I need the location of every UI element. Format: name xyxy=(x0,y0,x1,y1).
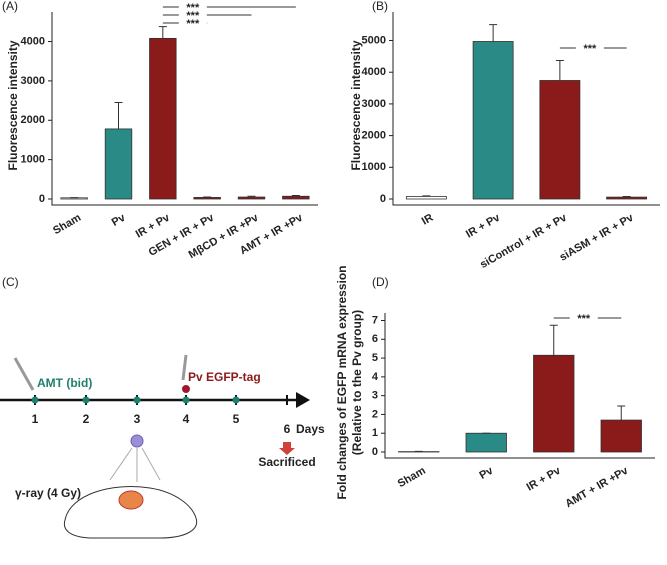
bar xyxy=(465,432,507,453)
y-tick-label: 3000 xyxy=(21,75,45,87)
y-tick-label: 4 xyxy=(372,371,379,383)
y-axis-title: Fold changes of EGFP mRNA expression xyxy=(335,265,349,499)
y-axis-title: (Relative to the Pv group) xyxy=(350,310,364,455)
error-bar xyxy=(622,195,631,198)
bar xyxy=(533,354,575,453)
day-label: 2 xyxy=(83,412,90,426)
x-tick-label: Pv xyxy=(478,464,496,482)
y-tick-label: 5000 xyxy=(362,34,386,46)
error-bar xyxy=(247,195,256,198)
day-dot xyxy=(82,396,90,404)
y-tick-label: 2 xyxy=(372,408,378,420)
bar xyxy=(539,80,581,200)
injection-dot xyxy=(182,385,190,393)
error-bar xyxy=(291,194,300,197)
bar xyxy=(600,419,642,453)
y-tick-label: 0 xyxy=(39,193,45,205)
end-label: Sacrificed xyxy=(258,455,315,469)
significance-label: *** xyxy=(583,43,597,55)
y-tick-label: 7 xyxy=(372,314,378,326)
panel-label: (B) xyxy=(372,0,388,13)
error-bar xyxy=(422,195,431,197)
y-axis-title: Fluorescence intensity xyxy=(6,40,20,170)
y-tick-label: 2000 xyxy=(362,130,386,142)
y-tick-label: 4000 xyxy=(21,35,45,47)
bar xyxy=(405,196,447,200)
y-tick-label: 0 xyxy=(380,193,386,205)
unit-label: Days xyxy=(296,422,325,436)
axis-arrow xyxy=(296,392,310,408)
timeline-panel: (C) AMT (bid) Pv EGFP-tag Days Sacrifice… xyxy=(0,275,325,539)
tumor xyxy=(118,490,144,510)
error-bar xyxy=(617,405,626,421)
y-tick-label: 6 xyxy=(372,333,378,345)
y-tick-label: 3000 xyxy=(362,98,386,110)
day-dot xyxy=(31,396,39,404)
radiation-label: γ-ray (4 Gy) xyxy=(15,486,81,500)
y-tick-label: 5 xyxy=(372,352,378,364)
syringe xyxy=(13,354,188,391)
bar xyxy=(282,195,310,200)
radiation-beam xyxy=(109,447,161,482)
bar xyxy=(149,37,177,200)
day-dot xyxy=(133,396,141,404)
significance-label: *** xyxy=(186,2,200,14)
y-tick-label: 2000 xyxy=(21,114,45,126)
end-arrow xyxy=(279,442,295,455)
day-dot xyxy=(232,396,240,404)
y-tick-label: 0 xyxy=(372,446,378,458)
x-tick-label: Pv xyxy=(110,211,128,229)
significance-label: *** xyxy=(186,18,200,30)
x-tick-label: IR xyxy=(420,212,436,228)
axis xyxy=(384,313,655,459)
bar xyxy=(606,196,648,200)
chart-panel: (A) Fluorescence intensity 0 1000 2000 3000 40… xyxy=(2,0,318,261)
y-tick-label: 3 xyxy=(372,390,378,402)
drug-label: AMT (bid) xyxy=(37,376,92,390)
bar xyxy=(104,128,133,200)
day-label: 6 xyxy=(284,422,291,436)
x-tick-label: AMT + IR +Pv xyxy=(563,464,631,510)
radiation-source xyxy=(130,434,144,448)
chart-panel: (D) Fold changes of EGFP mRNA expression(… xyxy=(335,265,655,510)
error-bar xyxy=(158,26,167,39)
y-tick-label: 1000 xyxy=(362,161,386,173)
y-tick-label: 4000 xyxy=(362,66,386,78)
panel-label: (A) xyxy=(2,0,18,13)
significance-label: *** xyxy=(577,313,591,325)
x-tick-label: IR + Pv xyxy=(464,211,503,240)
y-axis-title: Fluorescence intensity xyxy=(349,40,363,170)
error-bar xyxy=(555,59,564,81)
mouse xyxy=(63,486,198,539)
bar xyxy=(472,41,514,200)
error-bar xyxy=(549,324,558,356)
axis xyxy=(392,12,660,206)
tag-label: Pv EGFP-tag xyxy=(188,370,261,384)
x-tick-label: IR + Pv xyxy=(525,464,564,493)
panel-label: (D) xyxy=(372,275,389,289)
panel-label: (C) xyxy=(2,275,19,289)
significance-label: *** xyxy=(186,10,200,22)
error-bar xyxy=(489,24,498,42)
day-dot xyxy=(182,396,190,404)
day-label: 4 xyxy=(183,412,190,426)
x-tick-label: Sham xyxy=(51,212,83,237)
axis xyxy=(51,12,318,206)
day-label: 3 xyxy=(134,412,141,426)
y-tick-label: 1000 xyxy=(21,154,45,166)
bar xyxy=(237,196,266,200)
x-tick-label: Sham xyxy=(396,465,428,490)
error-bar xyxy=(114,102,123,129)
y-tick-label: 1 xyxy=(372,427,378,439)
day-label: 1 xyxy=(32,412,39,426)
chart-panel: (B) Fluorescence intensity 0 1000 2000 3000 40… xyxy=(349,0,660,271)
day-label: 5 xyxy=(233,412,240,426)
bar xyxy=(193,197,221,200)
x-tick-label: siASM + IR + Pv xyxy=(558,211,637,263)
